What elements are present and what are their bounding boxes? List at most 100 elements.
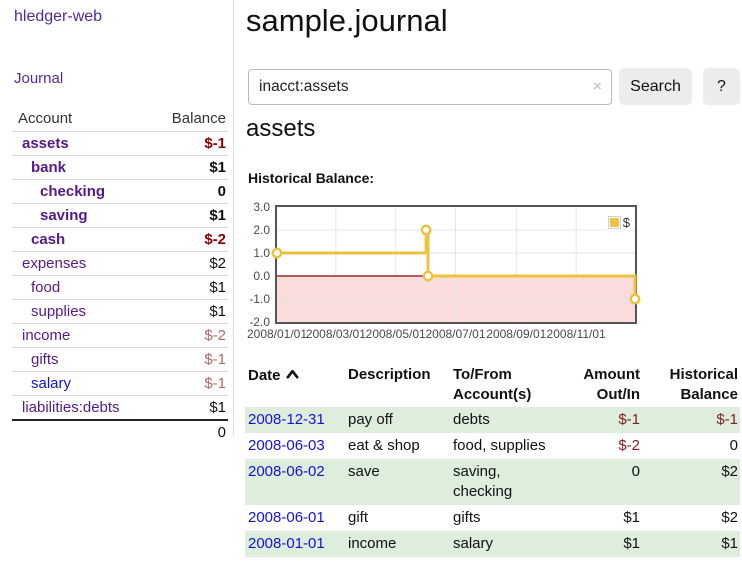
transaction-balance: 0 (729, 437, 738, 454)
transaction-amount: $-2 (618, 437, 640, 454)
chart-title: Historical Balance: (248, 170, 375, 186)
account-link-liabilities-debts[interactable]: liabilities:debts (22, 399, 120, 416)
account-row: salary $-1 (12, 371, 228, 395)
transaction-amount: $1 (623, 509, 640, 526)
register-table: Date Description To/From Account(s) Amou… (245, 362, 740, 557)
transaction-date-link[interactable]: 2008-01-01 (248, 535, 325, 552)
transaction-description: save (348, 463, 380, 480)
account-row: checking 0 (12, 179, 228, 203)
search-button[interactable]: Search (619, 68, 692, 105)
column-header-date[interactable]: Date (245, 362, 345, 407)
account-balance: $2 (209, 255, 226, 272)
account-row: liabilities:debts $1 (12, 395, 228, 419)
x-axis-tick-label: 2008/09/01 (486, 327, 547, 341)
account-link-income[interactable]: income (22, 327, 71, 344)
account-row: gifts $-1 (12, 347, 228, 371)
account-balance: $-2 (204, 327, 226, 344)
account-row: supplies $1 (12, 299, 228, 323)
balance-chart: $ (271, 205, 641, 324)
account-link-salary[interactable]: salary (31, 375, 72, 392)
transaction-amount: 0 (631, 463, 640, 480)
transaction-date-link[interactable]: 2008-06-03 (248, 437, 325, 454)
transaction-balance: $2 (721, 509, 738, 526)
column-header-accounts: To/From Account(s) (453, 366, 532, 403)
transaction-description: pay off (348, 411, 393, 428)
transaction-accounts: saving, checking (453, 463, 513, 500)
account-link-gifts[interactable]: gifts (31, 351, 59, 368)
account-balance: $1 (209, 159, 226, 176)
accounts-table-header: Account Balance (12, 108, 228, 131)
brand-link[interactable]: hledger-web (14, 8, 103, 25)
accounts-total-value: 0 (217, 424, 226, 441)
register-row: 2008-06-02 save saving, checking 0 $2 (245, 459, 740, 505)
y-axis-tick-label: -1.0 (249, 292, 270, 306)
balance-chart-canvas (271, 207, 641, 322)
account-row: bank $1 (12, 155, 228, 179)
register-row: 2008-06-03 eat & shop food, supplies $-2… (245, 433, 740, 459)
account-row: expenses $2 (12, 251, 228, 275)
column-header-balance: Historical Balance (669, 366, 738, 403)
transaction-description: income (348, 535, 397, 552)
search-input[interactable] (248, 69, 612, 105)
account-row: cash $-2 (12, 227, 228, 251)
account-row: saving $1 (12, 203, 228, 227)
transaction-date-link[interactable]: 2008-06-01 (248, 509, 325, 526)
balance-column-header: Balance (171, 110, 226, 127)
column-header-description: Description (348, 366, 431, 383)
account-heading: assets (246, 115, 316, 142)
account-link-bank[interactable]: bank (31, 159, 67, 176)
column-header-amount: Amount Out/In (583, 366, 640, 403)
transaction-accounts: food, supplies (453, 437, 546, 454)
y-axis-tick-label: 1.0 (253, 246, 270, 260)
transaction-balance: $-1 (716, 411, 738, 428)
account-link-saving[interactable]: saving (40, 207, 88, 224)
sidebar-divider (233, 0, 234, 436)
transaction-date-link[interactable]: 2008-12-31 (248, 411, 325, 428)
x-axis-tick-label: 2008/05/01 (365, 327, 426, 341)
account-link-expenses[interactable]: expenses (22, 255, 87, 272)
register-row: 2008-06-01 gift gifts $1 $2 (245, 505, 740, 531)
register-header-row: Date Description To/From Account(s) Amou… (245, 362, 740, 407)
transaction-amount: $-1 (618, 411, 640, 428)
y-axis-tick-label: 0.0 (253, 269, 270, 283)
account-balance: $-1 (204, 135, 226, 152)
x-axis-tick-label: 2008/11/01 (546, 327, 606, 341)
account-balance: $-1 (204, 375, 226, 392)
x-axis-tick-label: 2008/07/01 (425, 327, 486, 341)
accounts-table: Account Balance assets $-1 bank $1 check… (12, 108, 228, 443)
y-axis-tick-label: 3.0 (253, 200, 270, 214)
legend-swatch-icon (607, 216, 621, 229)
transaction-date-link[interactable]: 2008-06-02 (248, 463, 325, 480)
account-row: assets $-1 (12, 131, 228, 155)
account-row: income $-2 (12, 323, 228, 347)
account-balance: $1 (209, 399, 226, 416)
transaction-accounts: debts (453, 411, 490, 428)
account-balance: $1 (209, 207, 226, 224)
transaction-amount: $1 (623, 535, 640, 552)
sidebar-item-journal[interactable]: Journal (14, 70, 64, 87)
legend-label: $ (622, 215, 630, 230)
account-link-food[interactable]: food (31, 279, 61, 296)
account-link-cash[interactable]: cash (31, 231, 66, 248)
transaction-balance: $1 (721, 535, 738, 552)
account-balance: 0 (217, 183, 226, 200)
help-button[interactable]: ? (703, 68, 740, 105)
transaction-description: gift (348, 509, 369, 526)
account-link-supplies[interactable]: supplies (31, 303, 87, 320)
account-link-assets[interactable]: assets (22, 135, 69, 152)
account-link-checking[interactable]: checking (40, 183, 106, 200)
account-balance: $-1 (204, 351, 226, 368)
register-row: 2008-12-31 pay off debts $-1 $-1 (245, 407, 740, 433)
accounts-total-row: 0 (12, 419, 228, 443)
transaction-accounts: gifts (453, 509, 481, 526)
transaction-description: eat & shop (348, 437, 420, 454)
x-axis-tick-label: 2008/03/01 (305, 327, 366, 341)
transaction-balance: $2 (721, 463, 738, 480)
account-balance: $1 (209, 303, 226, 320)
clear-search-icon[interactable]: × (593, 78, 602, 95)
sort-ascending-icon (286, 365, 299, 385)
page-title: sample.journal (246, 3, 448, 38)
account-balance: $-2 (204, 231, 226, 248)
register-row: 2008-01-01 income salary $1 $1 (245, 531, 740, 557)
